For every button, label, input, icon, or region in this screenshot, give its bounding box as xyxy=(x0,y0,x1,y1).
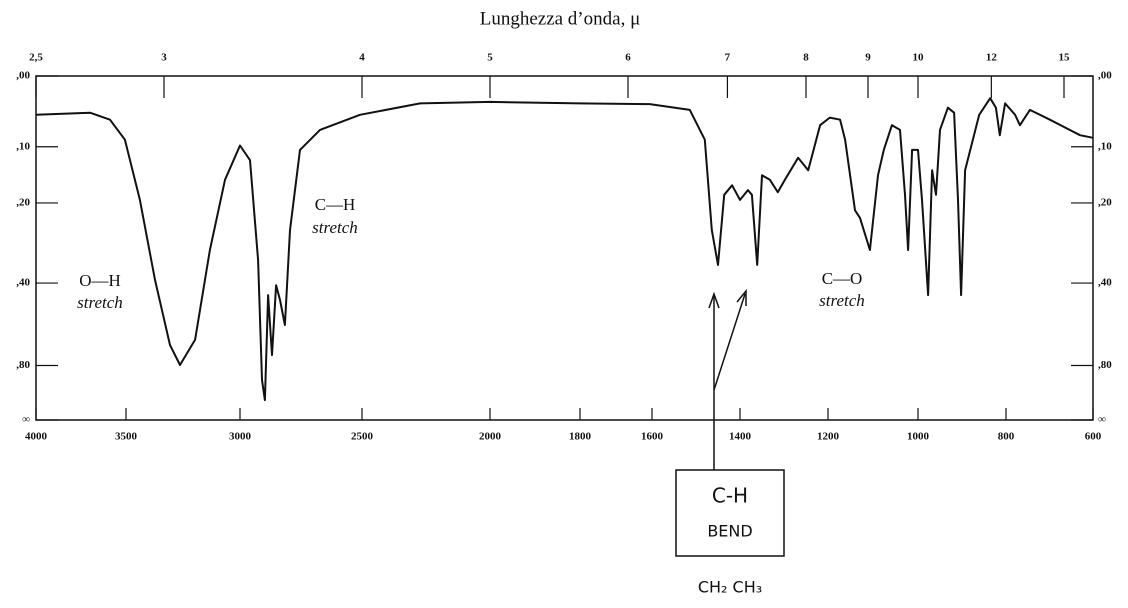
annotation: CH₂ CH₃ xyxy=(698,578,762,597)
y2-tick-label: ,20 xyxy=(1098,196,1112,208)
y2-tick-label: ,80 xyxy=(1098,359,1112,371)
y2-tick-label: ,40 xyxy=(1098,277,1112,289)
annotation: C—O xyxy=(822,269,863,288)
y-tick-label: ,40 xyxy=(16,277,30,289)
annotation: stretch xyxy=(312,218,358,237)
x-tick-label: 2500 xyxy=(351,431,374,443)
x-tick-label: 800 xyxy=(998,431,1015,443)
annotation: stretch xyxy=(819,291,865,310)
x2-tick-label: 8 xyxy=(803,52,809,64)
arrows xyxy=(708,288,747,470)
y-tick-label: ∞ xyxy=(22,414,30,426)
annotation: stretch xyxy=(77,293,123,312)
x-tick-label: 600 xyxy=(1085,431,1102,443)
x2-tick-label: 10 xyxy=(913,52,925,64)
x2-tick-label: 3 xyxy=(161,52,167,64)
annotation: C-H xyxy=(712,484,748,508)
x-tick-label: 1800 xyxy=(569,431,592,443)
y-tick-label: ,80 xyxy=(16,359,30,371)
y2-tick-label: ∞ xyxy=(1098,414,1106,426)
plot-frame xyxy=(35,75,1094,421)
annotation: O—H xyxy=(79,271,121,290)
x2-tick-label: 6 xyxy=(625,52,631,64)
annotation-box xyxy=(675,469,785,557)
x2-tick-label: 9 xyxy=(865,52,871,64)
annotation: C—H xyxy=(315,195,356,214)
x-tick-label: 2000 xyxy=(479,431,502,443)
x-tick-label: 1600 xyxy=(641,431,664,443)
x2-axis-label: Lunghezza d’onda, μ xyxy=(480,8,641,29)
x2-tick-label: 2,5 xyxy=(29,52,43,64)
y2-tick-label: ,00 xyxy=(1098,70,1112,82)
x-tick-label: 4000 xyxy=(25,431,48,443)
y2-tick-label: ,10 xyxy=(1098,140,1112,152)
x2-tick-label: 15 xyxy=(1059,52,1071,64)
x-tick-label: 1400 xyxy=(729,431,752,443)
x2-tick-label: 7 xyxy=(725,52,731,64)
y-tick-label: ,10 xyxy=(16,140,30,152)
x-tick-label: 3500 xyxy=(115,431,138,443)
y-tick-label: ,00 xyxy=(16,70,30,82)
x-tick-label: 1200 xyxy=(817,431,840,443)
x2-tick-label: 5 xyxy=(487,52,493,64)
x-tick-label: 3000 xyxy=(229,431,252,443)
x-tick-label: 1000 xyxy=(907,431,930,443)
y-tick-label: ,20 xyxy=(16,196,30,208)
x2-tick-label: 12 xyxy=(986,52,998,64)
x2-tick-label: 4 xyxy=(359,52,365,64)
annotation: BEND xyxy=(707,522,752,541)
spectrum-line xyxy=(35,97,1094,402)
